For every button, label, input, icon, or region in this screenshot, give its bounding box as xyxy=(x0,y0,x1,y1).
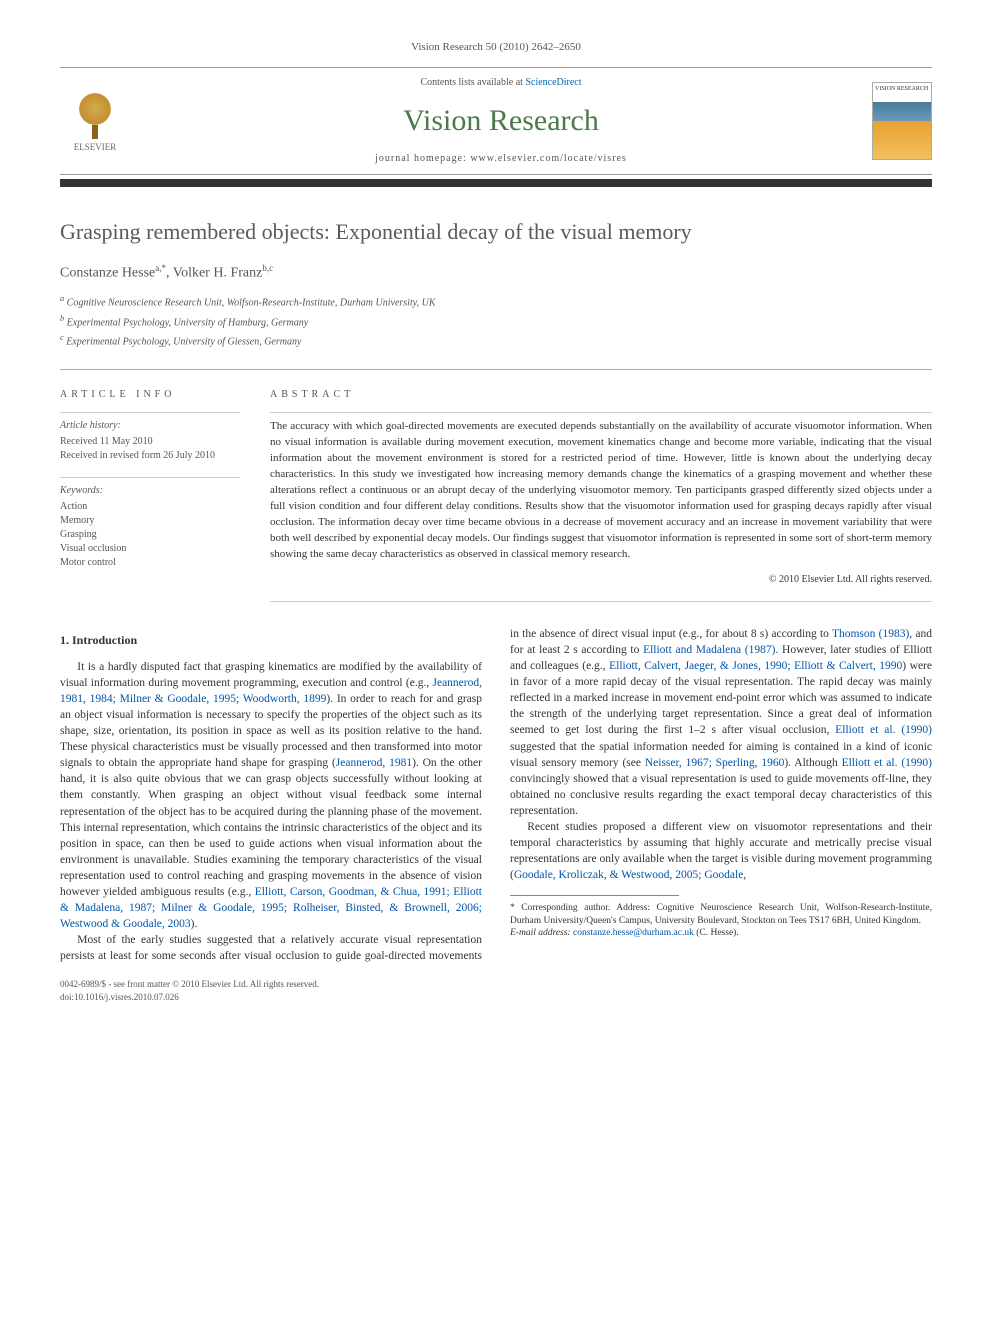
revised-date: Received in revised form 26 July 2010 xyxy=(60,449,240,463)
aff-mark-a: a xyxy=(60,294,64,303)
email-label: E-mail address: xyxy=(510,928,571,938)
aff-mark-b: b xyxy=(60,314,64,323)
article-title: Grasping remembered objects: Exponential… xyxy=(60,217,932,248)
received-date: Received 11 May 2010 xyxy=(60,435,240,449)
citation-link[interactable]: Neisser, 1967; Sperling, 1960 xyxy=(645,757,785,769)
article-info-heading: ARTICLE INFO xyxy=(60,388,240,402)
citation-link[interactable]: Elliott and Madalena (1987) xyxy=(643,644,775,656)
text-run: ). On the other hand, it is also quite o… xyxy=(60,757,482,898)
citation-link[interactable]: Elliott et al. (1990) xyxy=(835,724,932,736)
article-body: 1. Introduction It is a hardly disputed … xyxy=(60,626,932,965)
doi-line: doi:10.1016/j.visres.2010.07.026 xyxy=(60,991,932,1004)
keywords-block: Keywords: Action Memory Grasping Visual … xyxy=(60,477,240,570)
journal-cover-thumbnail[interactable]: VISION RESEARCH xyxy=(872,82,932,160)
journal-homepage: journal homepage: www.elsevier.com/locat… xyxy=(130,152,872,166)
citation-link[interactable]: Elliott, Calvert, Jaeger, & Jones, 1990;… xyxy=(609,660,902,672)
keywords-label: Keywords: xyxy=(60,484,240,498)
corresponding-author-footnote: * Corresponding author. Address: Cogniti… xyxy=(510,902,932,927)
affiliation-c: Experimental Psychology, University of G… xyxy=(66,336,301,347)
keyword: Grasping xyxy=(60,528,240,542)
text-run: ). Although xyxy=(784,757,841,769)
body-paragraph: It is a hardly disputed fact that graspi… xyxy=(60,659,482,933)
footnote-separator xyxy=(510,895,679,896)
affiliation-b: Experimental Psychology, University of H… xyxy=(67,317,309,328)
author-1[interactable]: Constanze Hesse xyxy=(60,266,155,281)
abstract-text: The accuracy with which goal-directed mo… xyxy=(270,412,932,562)
keyword: Memory xyxy=(60,514,240,528)
abstract-heading: ABSTRACT xyxy=(270,388,932,402)
email-link[interactable]: constanze.hesse@durham.ac.uk xyxy=(573,928,694,938)
sciencedirect-link[interactable]: ScienceDirect xyxy=(525,77,581,88)
homepage-prefix: journal homepage: xyxy=(375,153,470,164)
keyword: Motor control xyxy=(60,556,240,570)
section-title: Introduction xyxy=(72,633,137,647)
text-run: It is a hardly disputed fact that graspi… xyxy=(60,661,482,689)
citation-link[interactable]: Thomson (1983) xyxy=(832,628,909,640)
citation-link[interactable]: Elliott et al. (1990) xyxy=(842,757,932,769)
author-list: Constanze Hessea,*, Volker H. Franzb,c xyxy=(60,262,932,283)
citation-link[interactable]: Jeannerod, 1981 xyxy=(336,757,412,769)
citation-link[interactable]: Goodale, Kroliczak, & Westwood, 2005; Go… xyxy=(514,869,746,881)
section-number: 1. xyxy=(60,633,69,647)
aff-mark-c: c xyxy=(60,333,64,342)
journal-title: Vision Research xyxy=(130,100,872,142)
author-1-affil: a,* xyxy=(155,263,166,273)
affiliations: a Cognitive Neuroscience Research Unit, … xyxy=(60,293,932,349)
homepage-url[interactable]: www.elsevier.com/locate/visres xyxy=(470,153,627,164)
contents-prefix: Contents lists available at xyxy=(420,77,525,88)
body-paragraph: Recent studies proposed a different view… xyxy=(510,819,932,883)
article-history: Article history: Received 11 May 2010 Re… xyxy=(60,412,240,463)
author-2-affil: b,c xyxy=(262,263,273,273)
header-rule xyxy=(60,179,932,187)
page-footer: 0042-6989/$ - see front matter © 2010 El… xyxy=(60,978,932,1003)
contents-available: Contents lists available at ScienceDirec… xyxy=(130,76,872,90)
article-info-column: ARTICLE INFO Article history: Received 1… xyxy=(60,388,240,601)
email-footnote: E-mail address: constanze.hesse@durham.a… xyxy=(510,927,932,939)
email-suffix: (C. Hesse). xyxy=(696,928,738,938)
publisher-logo[interactable]: ELSEVIER xyxy=(60,89,130,154)
journal-header: ELSEVIER Contents lists available at Sci… xyxy=(60,67,932,175)
author-2[interactable]: Volker H. Franz xyxy=(173,266,263,281)
text-run: convincingly showed that a visual repres… xyxy=(510,773,932,817)
history-label: Article history: xyxy=(60,419,240,433)
cover-label: VISION RESEARCH xyxy=(875,86,928,92)
journal-reference: Vision Research 50 (2010) 2642–2650 xyxy=(60,40,932,55)
elsevier-tree-icon xyxy=(70,89,120,139)
front-matter-line: 0042-6989/$ - see front matter © 2010 El… xyxy=(60,978,932,991)
text-run: ). xyxy=(191,918,198,930)
keyword: Visual occlusion xyxy=(60,542,240,556)
affiliation-a: Cognitive Neuroscience Research Unit, Wo… xyxy=(67,298,436,309)
abstract-copyright: © 2010 Elsevier Ltd. All rights reserved… xyxy=(270,573,932,602)
publisher-name: ELSEVIER xyxy=(60,141,130,154)
abstract-column: ABSTRACT The accuracy with which goal-di… xyxy=(270,388,932,601)
section-heading: 1. Introduction xyxy=(60,632,482,649)
keyword: Action xyxy=(60,500,240,514)
